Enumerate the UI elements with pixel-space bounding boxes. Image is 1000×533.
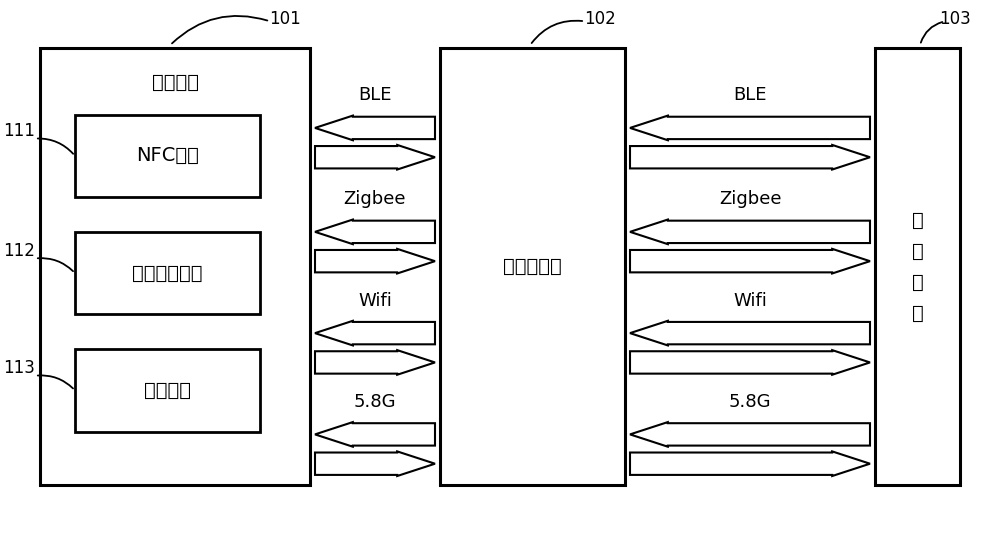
Polygon shape [630, 249, 870, 273]
Text: 102: 102 [584, 10, 616, 28]
Polygon shape [315, 249, 435, 273]
Text: Zigbee: Zigbee [344, 190, 406, 208]
Text: 5.8G: 5.8G [729, 393, 771, 411]
Bar [875, 48, 960, 485]
Text: 5.8G: 5.8G [354, 393, 396, 411]
Polygon shape [630, 321, 870, 345]
Text: 主控模块: 主控模块 [144, 381, 191, 400]
Text: 113: 113 [3, 359, 35, 377]
Text: Wifi: Wifi [733, 292, 767, 310]
Polygon shape [630, 451, 870, 476]
Polygon shape [630, 116, 870, 140]
Text: NFC模块: NFC模块 [136, 147, 199, 165]
Text: BLE: BLE [733, 86, 767, 104]
Bar [75, 232, 260, 314]
Polygon shape [630, 422, 870, 447]
Polygon shape [315, 350, 435, 375]
Text: 处
理
装
置: 处 理 装 置 [912, 211, 923, 322]
Text: BLE: BLE [358, 86, 392, 104]
Bar [75, 349, 260, 432]
Polygon shape [315, 145, 435, 169]
Polygon shape [315, 451, 435, 476]
Polygon shape [630, 350, 870, 375]
Text: 用户识别卡: 用户识别卡 [503, 257, 562, 276]
Polygon shape [630, 220, 870, 244]
Text: Wifi: Wifi [358, 292, 392, 310]
Polygon shape [630, 145, 870, 169]
Text: 103: 103 [939, 10, 971, 28]
Text: 转换装置: 转换装置 [152, 73, 199, 92]
Bar [75, 115, 260, 197]
Polygon shape [315, 321, 435, 345]
Bar [440, 48, 625, 485]
Polygon shape [315, 116, 435, 140]
Text: 112: 112 [3, 241, 35, 260]
Bar [40, 48, 310, 485]
Text: 101: 101 [269, 10, 301, 28]
Polygon shape [315, 220, 435, 244]
Text: 111: 111 [3, 122, 35, 140]
Text: 无线通讯模块: 无线通讯模块 [132, 264, 203, 282]
Polygon shape [315, 422, 435, 447]
Text: Zigbee: Zigbee [719, 190, 781, 208]
